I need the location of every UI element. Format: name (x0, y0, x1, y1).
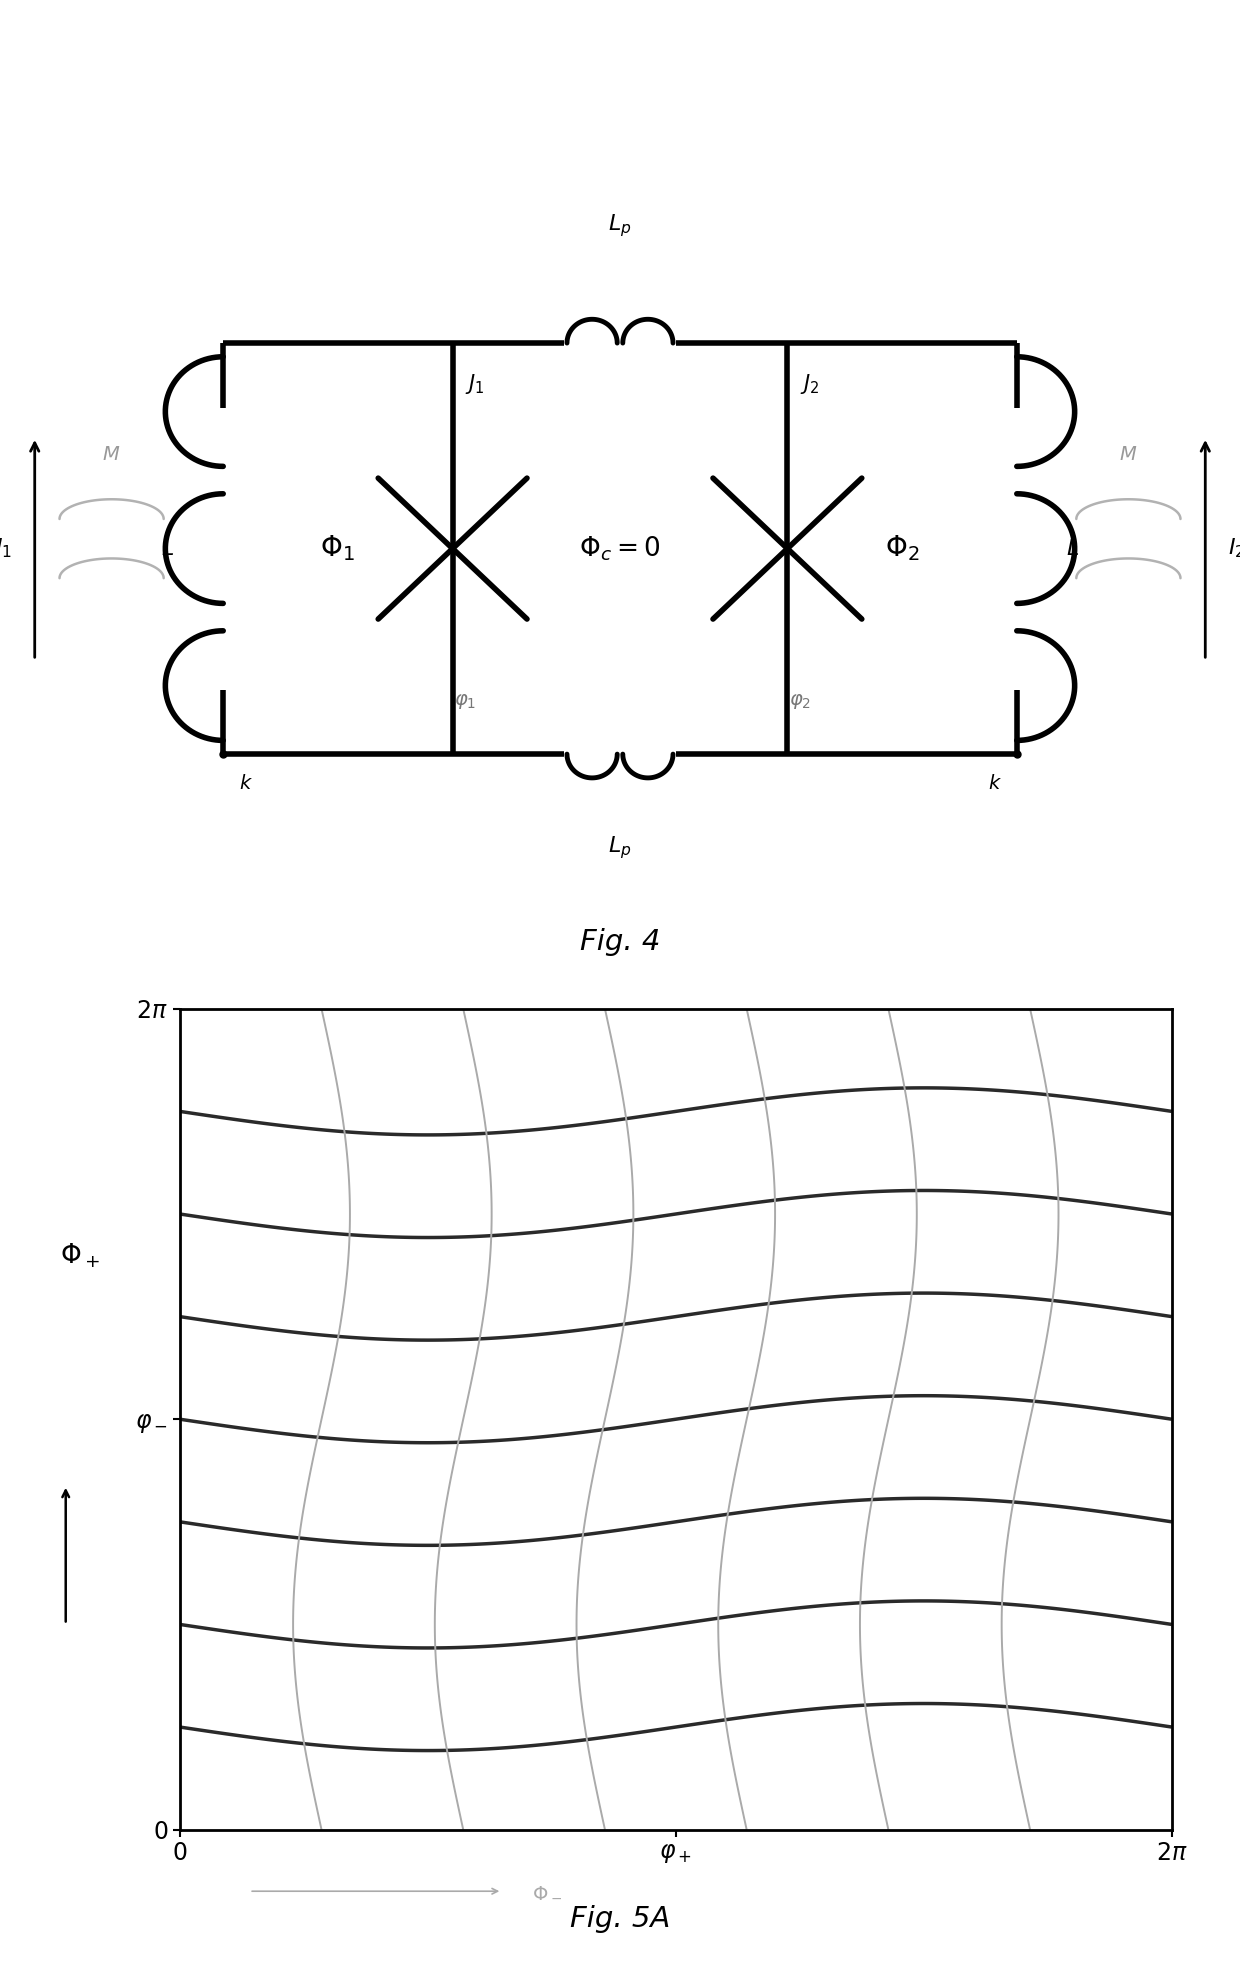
Text: Fig. 4: Fig. 4 (580, 928, 660, 955)
Text: $\Phi_-$: $\Phi_-$ (532, 1881, 562, 1901)
Text: $\Phi_+$: $\Phi_+$ (61, 1242, 100, 1270)
Text: $\Phi_c = 0$: $\Phi_c = 0$ (579, 534, 661, 564)
Text: $k$: $k$ (987, 773, 1002, 793)
Text: $I_2$: $I_2$ (1228, 536, 1240, 560)
Text: $J_2$: $J_2$ (800, 372, 820, 396)
Text: $\varphi_2$: $\varphi_2$ (789, 692, 811, 710)
Text: $L_p$: $L_p$ (609, 212, 631, 239)
Text: $I_1$: $I_1$ (0, 536, 12, 560)
Text: $k$: $k$ (238, 773, 253, 793)
Text: $M$: $M$ (1120, 445, 1137, 465)
Text: $L_p$: $L_p$ (609, 835, 631, 862)
Text: Fig. 5A: Fig. 5A (570, 1905, 670, 1933)
Text: $\varphi_1$: $\varphi_1$ (454, 692, 476, 710)
Text: $J_1$: $J_1$ (465, 372, 485, 396)
Text: $\Phi_2$: $\Phi_2$ (885, 534, 920, 564)
Text: $L$: $L$ (1066, 538, 1079, 558)
Text: $\Phi_1$: $\Phi_1$ (320, 534, 355, 564)
Text: $M$: $M$ (103, 445, 120, 465)
Text: $L$: $L$ (161, 538, 174, 558)
